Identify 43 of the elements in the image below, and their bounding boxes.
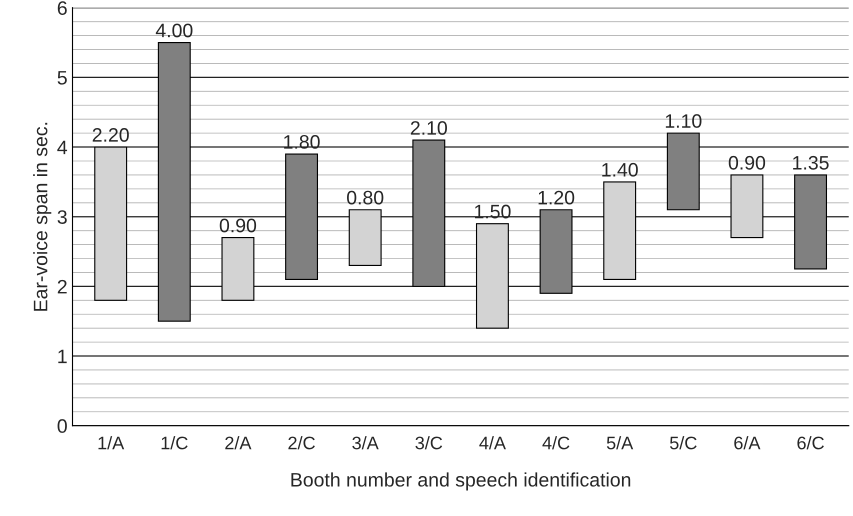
y-tick-label: 6 bbox=[58, 1, 67, 15]
data-label: 4.00 bbox=[156, 24, 192, 38]
x-tick-label: 6/C bbox=[797, 436, 824, 450]
x-axis-title: Booth number and speech identification bbox=[291, 472, 630, 491]
y-tick-label: 3 bbox=[58, 210, 67, 224]
bar bbox=[603, 181, 636, 280]
data-label: 1.10 bbox=[666, 114, 702, 128]
y-tick-label: 4 bbox=[57, 140, 68, 154]
bar bbox=[666, 132, 700, 210]
x-tick-label: 2/C bbox=[288, 436, 315, 450]
y-tick-label: 0 bbox=[58, 419, 67, 433]
data-label: 0.90 bbox=[220, 218, 256, 232]
bar bbox=[285, 153, 318, 280]
x-tick-label: 5/A bbox=[606, 436, 634, 450]
bar bbox=[794, 174, 828, 270]
data-label: 1.35 bbox=[793, 156, 829, 170]
data-label: 0.80 bbox=[347, 190, 384, 205]
y-tick-label: 5 bbox=[58, 71, 67, 85]
x-tick-label: 3/C bbox=[415, 436, 442, 450]
x-tick-label: 6/A bbox=[734, 436, 760, 450]
y-axis-title: Ear-voice span in sec. bbox=[33, 122, 52, 311]
data-label: 2.10 bbox=[410, 121, 447, 135]
bar bbox=[476, 223, 509, 329]
x-tick-label: 4/C bbox=[542, 436, 570, 450]
bar bbox=[221, 237, 254, 301]
data-label: 2.20 bbox=[92, 128, 129, 142]
data-label: 0.90 bbox=[728, 156, 766, 170]
x-tick-label: 4/A bbox=[479, 436, 506, 450]
bar bbox=[158, 42, 191, 322]
bar bbox=[730, 174, 764, 238]
data-label: 1.20 bbox=[538, 190, 574, 205]
y-tick-label: 1 bbox=[58, 350, 67, 364]
x-tick-label: 2/A bbox=[225, 436, 252, 450]
bar bbox=[540, 209, 573, 294]
data-label: 1.40 bbox=[602, 162, 638, 177]
bar bbox=[94, 146, 128, 301]
bar bbox=[412, 140, 446, 287]
x-tick-label: 5/C bbox=[670, 436, 697, 450]
x-tick-label: 1/A bbox=[98, 436, 124, 450]
bar bbox=[348, 209, 382, 266]
y-tick-label: 2 bbox=[58, 280, 67, 294]
x-tick-label: 1/C bbox=[162, 436, 188, 450]
x-tick-label: 3/A bbox=[352, 436, 379, 450]
